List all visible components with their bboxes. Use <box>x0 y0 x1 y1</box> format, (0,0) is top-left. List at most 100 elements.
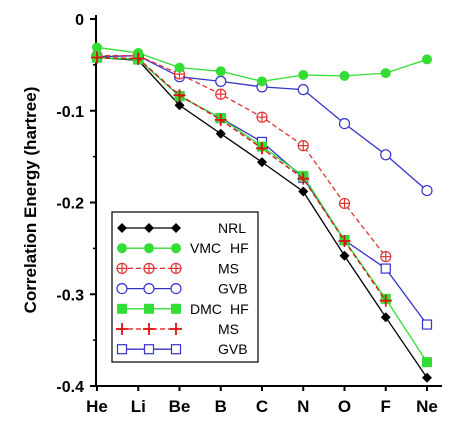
legend-marker <box>143 283 155 295</box>
data-point <box>214 113 227 126</box>
legend-label: MS <box>218 321 239 337</box>
data-point <box>379 294 392 307</box>
series-1 <box>92 42 432 87</box>
legend-marker <box>116 262 128 274</box>
data-point <box>421 319 433 330</box>
legend-label: GVB <box>218 341 248 357</box>
data-point <box>174 62 185 73</box>
x-tick-label: He <box>86 397 108 416</box>
legend-entry: GVB <box>116 281 248 297</box>
legend-marker <box>143 344 155 355</box>
data-point <box>298 69 309 80</box>
y-tick-label: -0.1 <box>56 104 84 121</box>
legend-marker <box>171 243 181 254</box>
data-point <box>298 186 309 197</box>
x-tick-label: Ne <box>416 397 438 416</box>
series-layer <box>91 42 433 383</box>
data-point <box>215 66 226 77</box>
data-point <box>215 75 227 87</box>
data-point <box>257 157 267 168</box>
legend-entry: NRL <box>117 220 246 236</box>
x-tick-label: C <box>256 397 268 416</box>
legend-label: MS <box>218 260 239 276</box>
legend-entry: MS <box>116 321 239 337</box>
data-point <box>256 142 268 155</box>
legend-label: HF <box>230 240 249 256</box>
legend-marker <box>143 262 155 274</box>
data-point <box>173 89 186 102</box>
legend-entry: GVB <box>116 341 248 357</box>
data-point <box>422 357 432 368</box>
x-tick-label: F <box>381 397 391 416</box>
legend-marker <box>171 223 181 233</box>
legend-marker <box>170 323 182 335</box>
legend-label: GVB <box>218 281 248 297</box>
data-point <box>174 100 185 111</box>
data-point <box>380 68 391 79</box>
axes: 0 -0.1 -0.2 -0.3 -0.4He Li Be B C N O F Ne <box>56 12 442 416</box>
x-tick-label: Be <box>169 397 191 416</box>
data-point <box>339 250 350 261</box>
legend-marker <box>116 283 128 295</box>
legend-box <box>111 211 259 363</box>
series-line <box>96 46 428 83</box>
legend-marker <box>117 243 127 254</box>
legend-marker <box>144 303 154 314</box>
data-point <box>421 184 433 197</box>
legend-marker <box>170 262 182 274</box>
series-line <box>97 55 387 258</box>
legend-marker <box>143 323 155 335</box>
data-point <box>338 197 351 210</box>
x-tick-label: Li <box>131 397 146 416</box>
legend-method: VMC <box>190 240 221 256</box>
legend-entry: MS <box>116 260 239 276</box>
x-tick-label: O <box>338 397 351 416</box>
legend-marker <box>171 303 181 314</box>
data-point <box>91 51 103 64</box>
data-point <box>297 84 309 96</box>
series-line <box>96 55 428 192</box>
y-tick-label: -0.2 <box>56 196 84 213</box>
legend-method: DMC <box>190 301 222 317</box>
legend-marker <box>170 344 182 355</box>
data-point <box>297 140 309 152</box>
data-point <box>380 149 392 161</box>
x-tick-label: B <box>215 397 227 416</box>
legend-label: NRL <box>218 220 246 236</box>
y-tick-label: -0.3 <box>56 287 84 304</box>
data-point <box>380 312 391 323</box>
data-point <box>92 42 102 53</box>
legend-marker <box>117 303 127 314</box>
legend-entry: VMC HF <box>117 240 249 256</box>
data-point <box>380 251 392 263</box>
legend-marker <box>144 223 154 233</box>
data-point <box>132 52 145 65</box>
legend: NRL VMC HF MS GVB DMC HF MS GVB <box>111 211 259 363</box>
legend-entry: DMC HF <box>117 301 249 317</box>
legend-marker <box>117 223 127 233</box>
data-point <box>422 372 432 383</box>
data-point <box>339 70 350 81</box>
series-5 <box>91 51 392 307</box>
x-tick-label: N <box>297 397 309 416</box>
data-point <box>338 117 351 130</box>
legend-marker <box>116 344 128 355</box>
data-point <box>338 235 351 248</box>
legend-marker <box>170 283 182 295</box>
y-tick-label: -0.4 <box>56 379 84 396</box>
data-point <box>380 263 391 274</box>
y-tick-label: 0 <box>75 12 84 29</box>
data-point <box>297 172 310 185</box>
y-axis-label: Correlation Energy (hartree) <box>21 87 40 314</box>
data-point <box>257 76 267 87</box>
legend-marker <box>116 323 128 335</box>
legend-label: HF <box>230 301 249 317</box>
data-point <box>215 128 226 139</box>
data-point <box>256 111 268 123</box>
legend-marker <box>144 243 154 254</box>
data-point <box>215 88 227 100</box>
series-line <box>96 56 387 302</box>
data-point <box>422 54 432 65</box>
